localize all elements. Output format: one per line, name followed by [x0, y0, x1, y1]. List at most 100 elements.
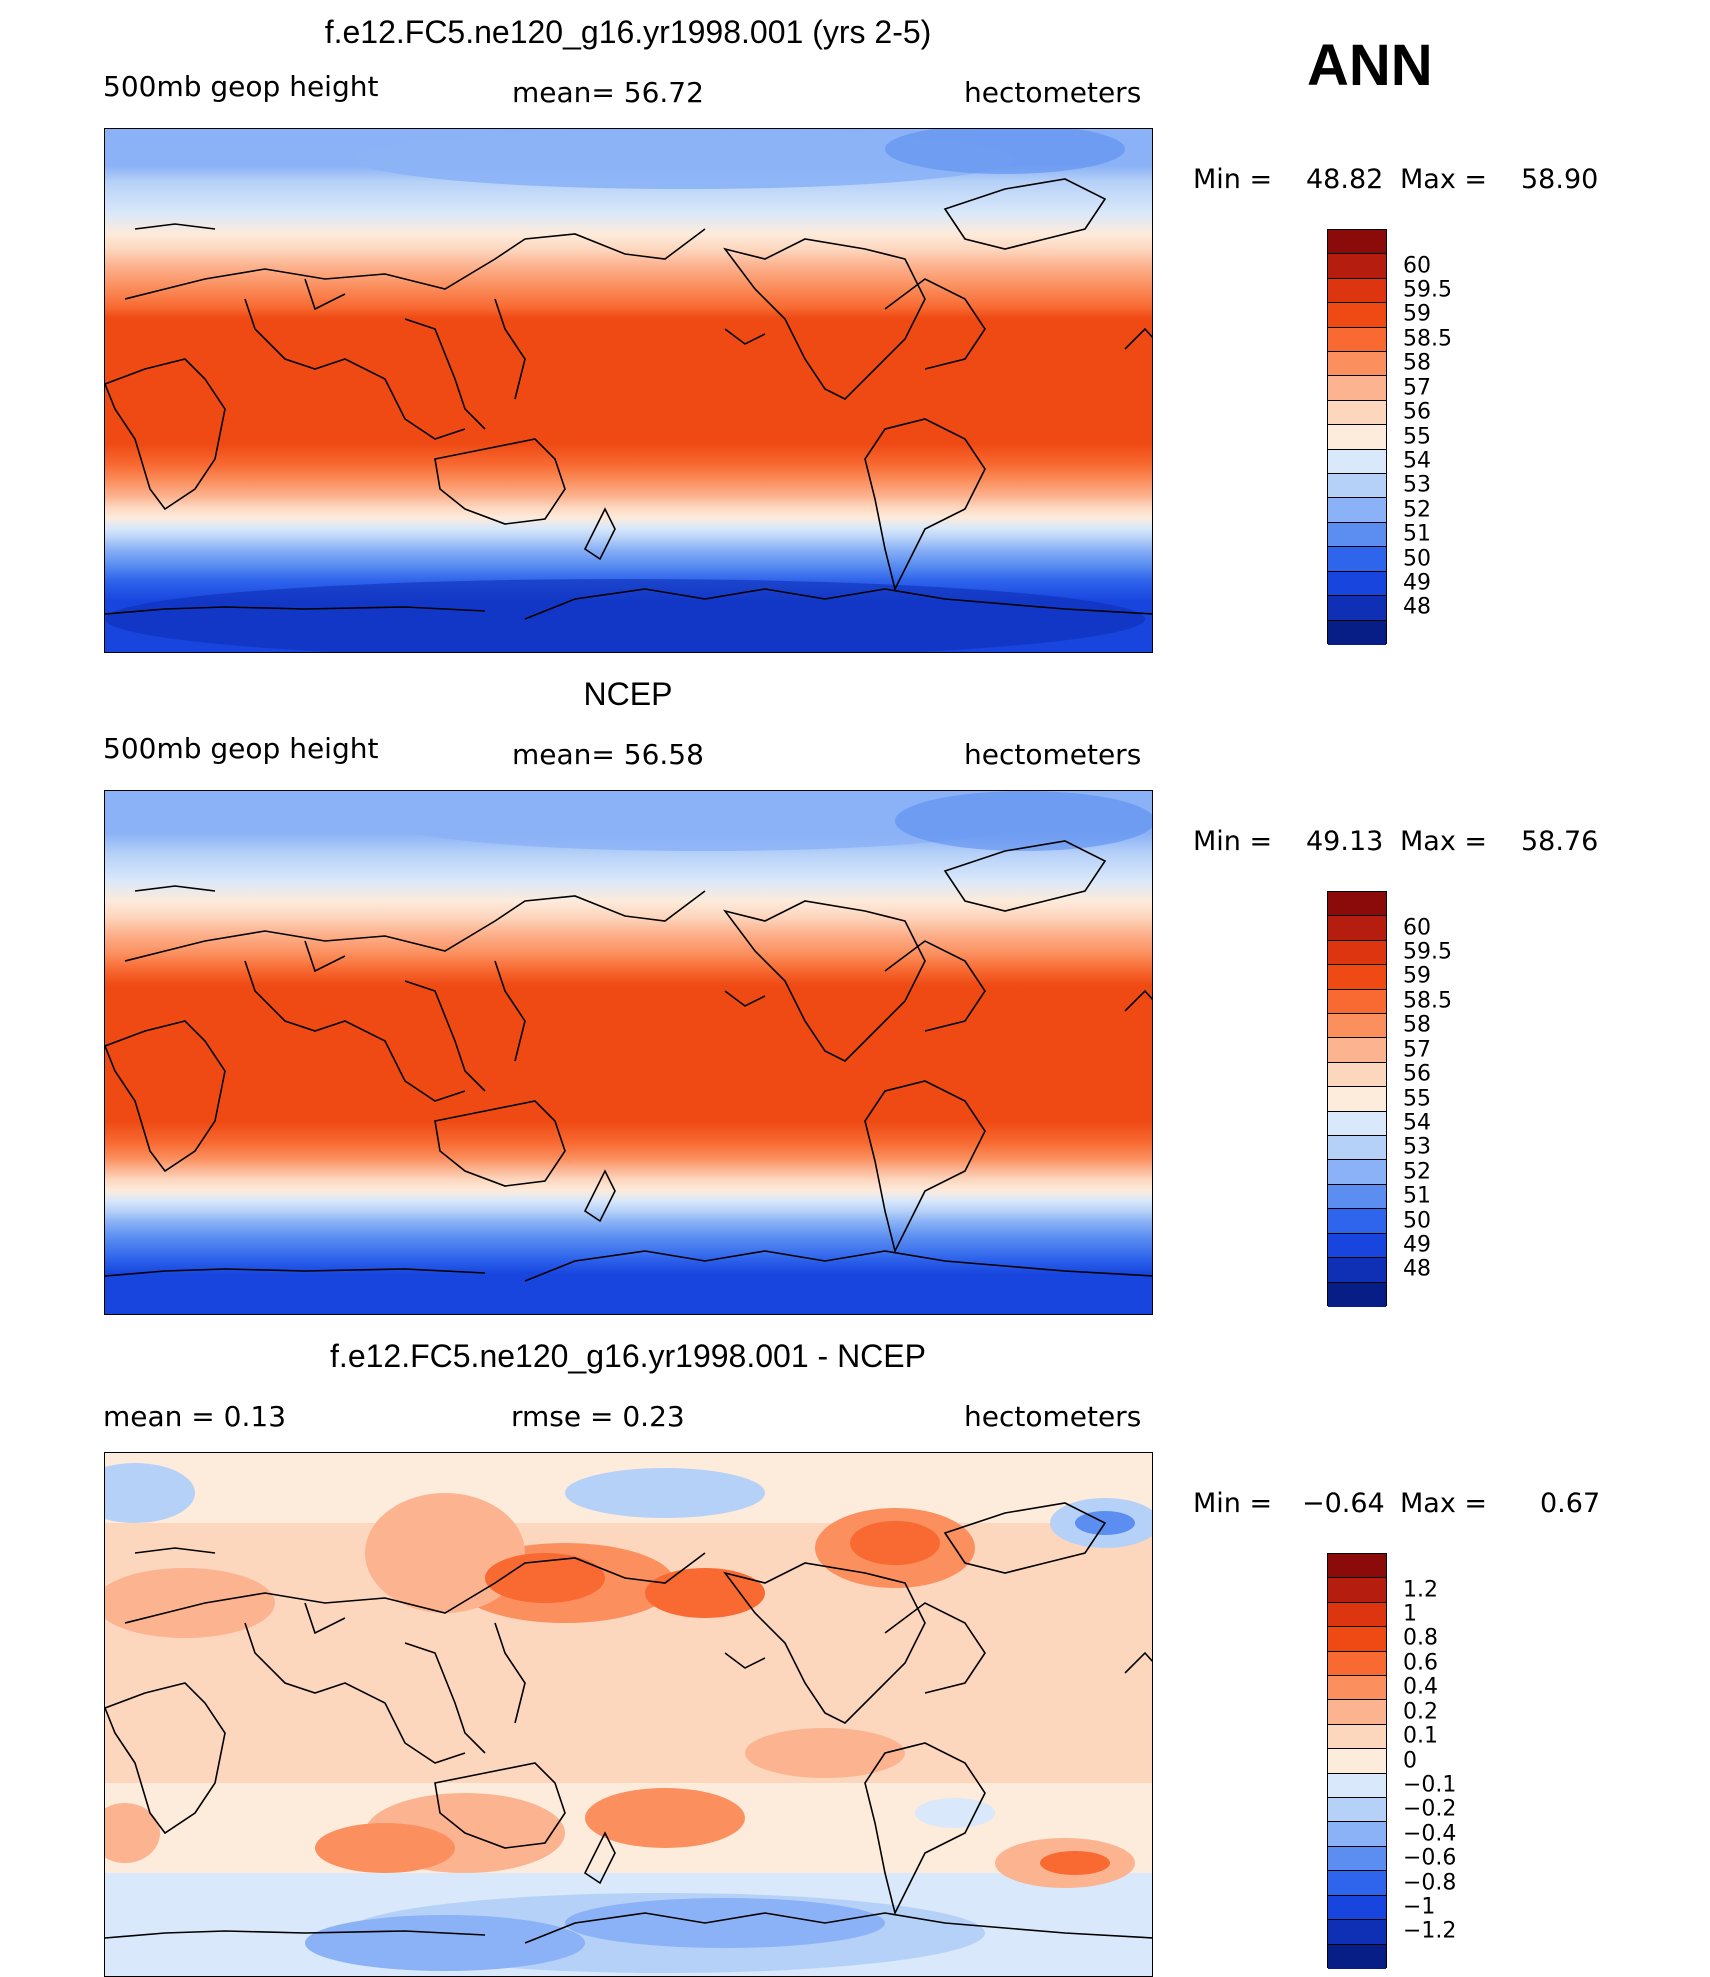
colorbar-swatch [1328, 1184, 1386, 1210]
colorbar-swatch [1328, 400, 1386, 426]
colorbar-tick-label: −0.6 [1403, 1845, 1457, 1871]
colorbar-swatch [1328, 1749, 1386, 1774]
colorbar-tick-label: 58 [1403, 1012, 1431, 1038]
colorbar-tick-label: 49 [1403, 1232, 1431, 1258]
colorbar-tick-label: 1 [1403, 1601, 1417, 1627]
colorbar-tick-label: 58 [1403, 350, 1431, 376]
colorbar-swatch [1328, 474, 1386, 499]
panel-1-units-label: hectometers [964, 76, 1142, 109]
colorbar-tick-label: 55 [1403, 1086, 1431, 1111]
colorbar-swatch [1328, 1798, 1386, 1823]
colorbar-swatch [1328, 1724, 1386, 1750]
colorbar-tick-label: 50 [1403, 546, 1431, 572]
colorbar-tick-label: 52 [1403, 1159, 1431, 1185]
colorbar-tick-label: −0.4 [1403, 1821, 1457, 1847]
colorbar-tick-label: −0.1 [1403, 1772, 1457, 1798]
colorbar-swatch [1328, 1846, 1386, 1872]
panel-1-mean-label: mean= 56.72 [512, 76, 704, 109]
colorbar-swatch [1328, 1944, 1386, 1969]
colorbar-swatch [1328, 1258, 1386, 1283]
panel-2-max-label: Max = [1400, 826, 1488, 857]
panel-1-max-label: Max = [1400, 164, 1488, 195]
panel-2-units-label: hectometers [964, 738, 1142, 771]
colorbar-swatch [1328, 1014, 1386, 1039]
colorbar-swatch [1328, 1087, 1386, 1112]
season-label: ANN [1307, 33, 1433, 98]
colorbar-tick-label: 58.5 [1403, 988, 1452, 1014]
colorbar-tick-label: 0.2 [1403, 1699, 1438, 1725]
panel-2-coastlines [105, 840, 1152, 1282]
colorbar-swatch [1328, 965, 1386, 990]
colorbar-tick-label: 0.1 [1403, 1723, 1438, 1749]
panel-1-map [104, 128, 1153, 653]
colorbar-swatch [1328, 916, 1386, 941]
colorbar-swatch [1328, 425, 1386, 450]
colorbar-tick-label: 48 [1403, 594, 1431, 620]
colorbar-tick-label: −0.2 [1403, 1796, 1457, 1822]
colorbar-tick-label: 52 [1403, 497, 1431, 523]
panel-3-colorbar: 1.2 1 0.8 0.6 0.4 0.2 0.1 0 −0.1 −0.2 −0.4 −0.6 −0.8… [1327, 1553, 1456, 1969]
panel-2-map [104, 790, 1153, 1315]
colorbar-swatch [1328, 596, 1386, 621]
panel-3-coastlines [105, 1502, 1152, 1944]
panel-2-variable-label: 500mb geop height [103, 732, 379, 765]
panel-3-title: f.e12.FC5.ne120_g16.yr1998.001 - NCEP [330, 1338, 926, 1374]
colorbar-tick-label: 57 [1403, 1037, 1431, 1063]
colorbar-swatch [1328, 352, 1386, 377]
colorbar-swatch [1328, 1871, 1386, 1896]
colorbar-tick-label: 48 [1403, 1256, 1431, 1282]
colorbar-tick-label: 50 [1403, 1208, 1431, 1234]
colorbar-swatch [1328, 1676, 1386, 1701]
colorbar-swatch [1328, 498, 1386, 523]
panel-3-rmse-label: rmse = 0.23 [511, 1400, 685, 1433]
colorbar-swatch [1328, 303, 1386, 328]
colorbar-tick-label: 51 [1403, 1183, 1431, 1209]
colorbar-swatch [1328, 1651, 1386, 1677]
colorbar-tick-label: 0.8 [1403, 1625, 1438, 1651]
colorbar-tick-label: 0.4 [1403, 1674, 1438, 1700]
colorbar-swatch [1328, 547, 1386, 572]
colorbar-tick-label: 57 [1403, 375, 1431, 401]
panel-1-max-value: 58.90 [1521, 164, 1599, 195]
colorbar-swatch [1328, 1627, 1386, 1652]
colorbar-tick-label: 59 [1403, 301, 1431, 327]
panel-2-title: NCEP [583, 676, 673, 712]
colorbar-swatch [1328, 376, 1386, 401]
colorbar-swatch [1328, 892, 1386, 917]
colorbar-tick-label: 55 [1403, 424, 1431, 449]
colorbar-tick-label: 59.5 [1403, 277, 1452, 303]
colorbar-swatch [1328, 1920, 1386, 1945]
colorbar-tick-label: 51 [1403, 521, 1431, 547]
colorbar-tick-label: 58.5 [1403, 326, 1452, 352]
colorbar-swatch [1328, 254, 1386, 279]
colorbar-swatch [1328, 1062, 1386, 1088]
colorbar-swatch [1328, 1700, 1386, 1725]
colorbar-swatch [1328, 449, 1386, 475]
colorbar-swatch [1328, 278, 1386, 304]
colorbar-tick-label: 56 [1403, 1061, 1431, 1087]
panel-2-colorbar-swatches [1327, 891, 1387, 1307]
panel-1-min-label: Min = [1193, 164, 1273, 195]
panel-3-map [104, 1452, 1153, 1977]
panel-3-min-value: −0.64 [1302, 1488, 1385, 1519]
panel-1-min-value: 48.82 [1306, 164, 1384, 195]
colorbar-tick-label: 59.5 [1403, 939, 1452, 965]
panel-1-variable-label: 500mb geop height [103, 70, 379, 103]
colorbar-swatch [1328, 1160, 1386, 1185]
colorbar-swatch [1328, 620, 1386, 645]
panel-2-max-value: 58.76 [1521, 826, 1599, 857]
panel-1-colorbar-swatches [1327, 229, 1387, 645]
colorbar-tick-label: −1.2 [1403, 1918, 1457, 1944]
colorbar-tick-label: 53 [1403, 472, 1431, 498]
panel-2-min-label: Min = [1193, 826, 1273, 857]
colorbar-swatch [1328, 1554, 1386, 1579]
panel-2-min-value: 49.13 [1306, 826, 1384, 857]
colorbar-tick-label: 54 [1403, 1110, 1431, 1136]
panel-1-colorbar: 60 59.5 59 58.5 58 57 56 55 54 53 52 51 50 49 48 [1327, 229, 1452, 645]
panel-3-min-label: Min = [1193, 1488, 1273, 1519]
colorbar-swatch [1328, 989, 1386, 1015]
colorbar-swatch [1328, 940, 1386, 966]
panel-2-colorbar: 60 59.5 59 58.5 58 57 56 55 54 53 52 51 50 49 48 [1327, 891, 1452, 1307]
panel-3-mean-label: mean = 0.13 [103, 1400, 287, 1433]
colorbar-tick-label: 53 [1403, 1134, 1431, 1160]
